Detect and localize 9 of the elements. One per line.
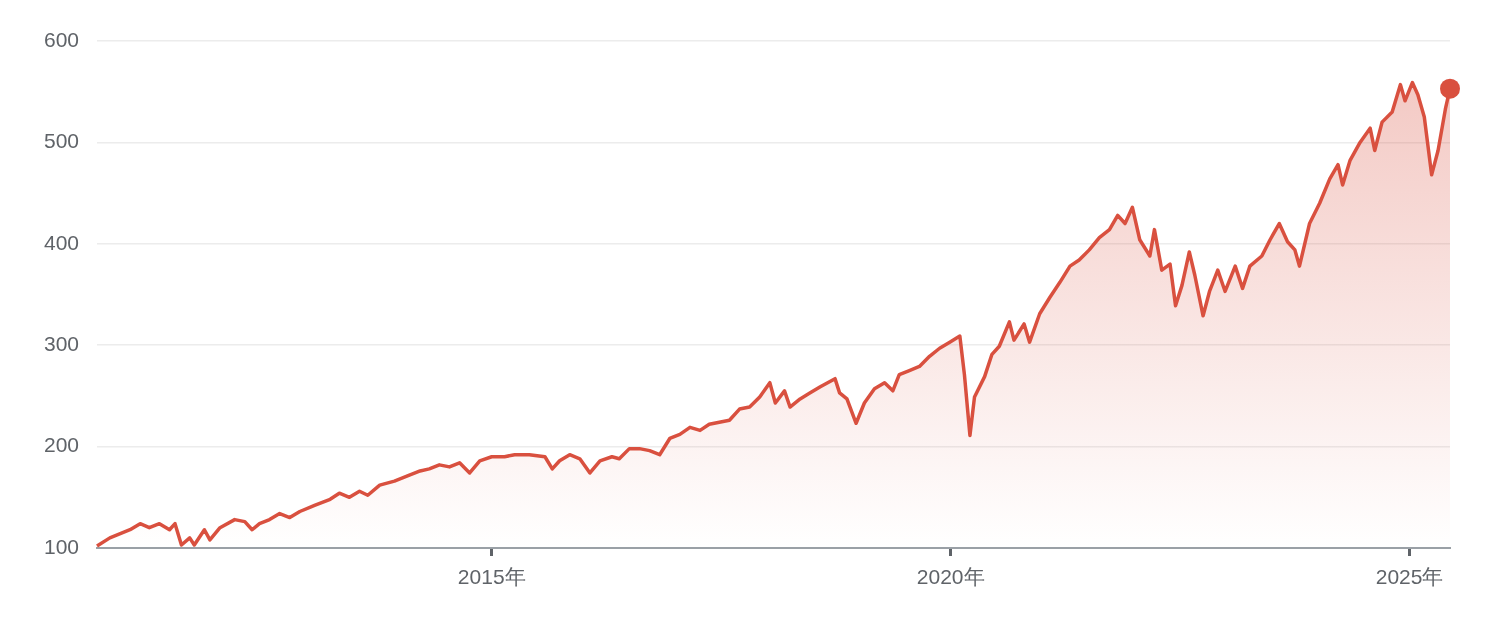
- y-tick-label: 300: [43, 332, 79, 355]
- y-tick-label: 500: [43, 129, 79, 153]
- y-tick-label: 200: [43, 433, 79, 457]
- y-tick-label: 600: [43, 27, 79, 51]
- y-tick-label: 400: [43, 230, 79, 254]
- y-tick-label: 100: [43, 534, 79, 558]
- x-tick-label: 2020年: [916, 565, 985, 589]
- x-tick-label: 2025年: [1375, 565, 1444, 589]
- x-tick-label: 2015年: [457, 565, 526, 589]
